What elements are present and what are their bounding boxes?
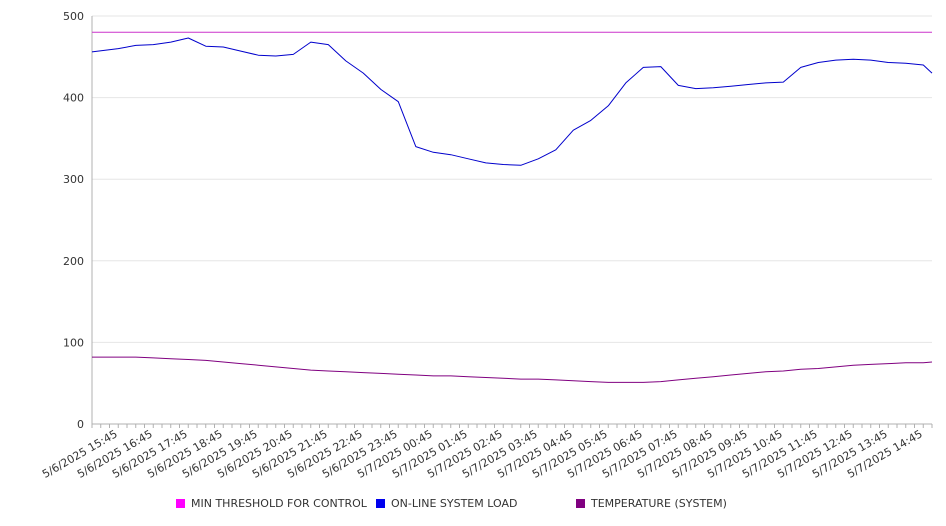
legend-swatch-temperature (576, 499, 585, 508)
legend-item-system-load[interactable]: ON-LINE SYSTEM LOAD (376, 497, 517, 510)
legend-label-temperature: TEMPERATURE (SYSTEM) (591, 497, 727, 510)
y-tick-label: 500 (63, 10, 84, 23)
y-tick-label: 100 (63, 336, 84, 349)
gridlines (92, 15, 932, 343)
y-tick-label: 300 (63, 173, 84, 186)
x-minor-ticks (91, 424, 933, 428)
y-tick-label: 0 (77, 418, 84, 431)
legend-swatch-min-threshold (176, 499, 185, 508)
y-tick-labels: 0 100 200 300 400 500 (63, 10, 84, 431)
legend-item-min-threshold[interactable]: MIN THRESHOLD FOR CONTROL (176, 497, 367, 510)
axes (91, 16, 932, 425)
legend-item-temperature[interactable]: TEMPERATURE (SYSTEM) (576, 497, 727, 510)
series-lines (91, 31, 933, 383)
y-tick-label: 200 (63, 255, 84, 268)
legend: MIN THRESHOLD FOR CONTROL ON-LINE SYSTEM… (0, 497, 946, 515)
y-tick-label: 400 (63, 92, 84, 105)
x-tick-labels: 5/6/2025 15:455/6/2025 16:455/6/2025 17:… (40, 427, 925, 481)
legend-label-system-load: ON-LINE SYSTEM LOAD (391, 497, 518, 510)
legend-swatch-system-load (376, 499, 385, 508)
legend-label-min-threshold: MIN THRESHOLD FOR CONTROL (191, 497, 367, 510)
series-line-temperature (92, 356, 933, 383)
series-line-system-load (91, 37, 933, 166)
